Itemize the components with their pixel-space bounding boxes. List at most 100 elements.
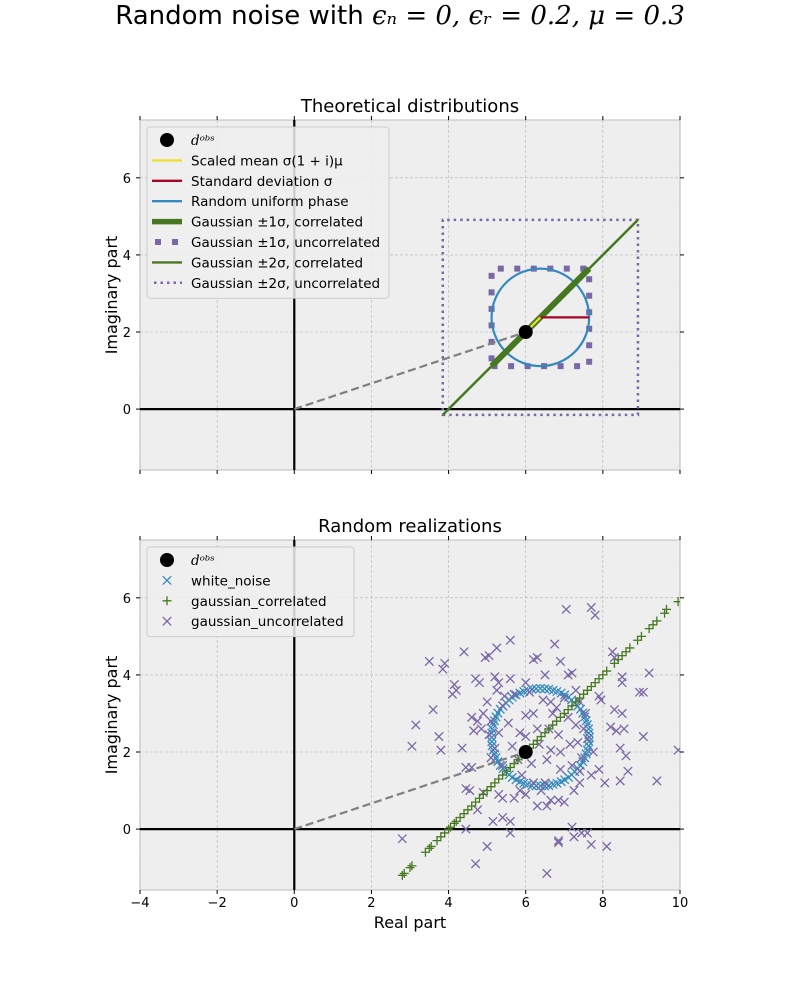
gaussian-uncorrelated-point (486, 716, 496, 726)
gaussian-uncorrelated-point (582, 828, 593, 838)
white-noise-point (539, 781, 550, 791)
gaussian-correlated-point (455, 813, 465, 823)
x-tick-label: 2 (367, 896, 375, 911)
gaussian-uncorrelated-point (673, 745, 680, 755)
gaussian-uncorrelated-point (515, 785, 525, 796)
gaussian-uncorrelated-point (578, 724, 589, 734)
gaussian-uncorrelated-point (482, 697, 492, 707)
x-tick-label: −2 (208, 896, 227, 911)
x-tick-label: 4 (444, 896, 452, 911)
gaussian-correlated-point (555, 712, 565, 722)
gaussian-uncorrelated-point (596, 695, 606, 705)
gaussian-uncorrelated-point (524, 687, 535, 697)
axes-title: Theoretical distributions (300, 96, 519, 117)
gaussian-correlated-point (494, 774, 504, 784)
gaussian-uncorrelated-point (582, 733, 593, 744)
origin-to-dobs-line (293, 750, 527, 831)
gaussian-correlated-point (586, 681, 596, 691)
y-tick-label: 6 (123, 592, 131, 607)
gaussian-uncorrelated-point (407, 741, 417, 751)
gaussian-correlated-point (471, 797, 481, 807)
gaussian-correlated-point (563, 705, 573, 715)
gaussian-uncorrelated-point (565, 739, 575, 749)
legend: dᵒᵇˢ white_noise gaussian_correlatedgaussi… (146, 546, 355, 638)
gaussian-uncorrelated-point (580, 708, 591, 719)
gaussian-correlated-point (486, 782, 496, 792)
legend-label: Random uniform phase (191, 194, 349, 210)
legend-item: dᵒᵇˢ (160, 553, 215, 569)
gaussian-uncorrelated-point (555, 764, 566, 775)
gaussian-uncorrelated-point (440, 658, 450, 669)
gaussian-uncorrelated-point (521, 677, 531, 688)
gaussian-correlated-point (609, 658, 619, 668)
gaussian-uncorrelated-point (615, 743, 625, 753)
gaussian-uncorrelated-point (586, 602, 596, 613)
gaussian-uncorrelated-point (561, 604, 571, 615)
gaussian-uncorrelated-point (478, 708, 488, 719)
gaussian-uncorrelated-point (575, 778, 585, 788)
gaussian-uncorrelated-point (569, 832, 579, 842)
white-noise-point (487, 728, 497, 738)
gaussian-uncorrelated-point (553, 836, 564, 846)
gaussian-uncorrelated-point (505, 816, 515, 827)
gaussian-correlated-point (459, 809, 469, 819)
legend-item: Gaussian ±2σ, correlated (152, 255, 363, 271)
gaussian-uncorrelated-point (499, 691, 510, 701)
white-noise-point (487, 724, 497, 734)
gaussian-uncorrelated-point (652, 776, 662, 786)
gaussian-uncorrelated-point (494, 728, 504, 738)
gaussian-uncorrelated-point (644, 668, 654, 678)
gaussian-uncorrelated-point (465, 785, 475, 796)
gaussian-correlated-point (532, 735, 542, 745)
legend-x-marker-icon (162, 575, 172, 586)
legend-item: Standard deviation σ (152, 174, 333, 190)
legend: dᵒᵇˢ Scaled mean σ(1 + i)μ Standard deviat… (146, 126, 390, 299)
y-tick-label: 2 (123, 326, 131, 341)
gaussian-uncorrelated-point (434, 731, 444, 742)
gaussian-uncorrelated-point (467, 712, 477, 722)
gaussian-correlated-point (482, 786, 492, 796)
y-axis-label: Imaginary part (102, 236, 121, 355)
x-tick-label: 6 (522, 896, 530, 911)
gaussian-uncorrelated-point (555, 656, 566, 667)
gaussian-correlated-point (528, 739, 538, 749)
gaussian-uncorrelated-point (586, 839, 596, 850)
gaussian-uncorrelated-point (515, 728, 525, 738)
gaussian-correlated-point (571, 697, 581, 707)
gaussian-uncorrelated-point (576, 753, 587, 763)
white-noise-point (535, 683, 546, 694)
d-obs-marker (518, 325, 533, 340)
gaussian-uncorrelated-point (567, 822, 577, 832)
y-tick-label: 4 (123, 669, 131, 684)
gaussian-uncorrelated-point (517, 770, 527, 780)
legend-item: gaussian_uncorrelated (162, 614, 344, 630)
gaussian-correlated-point (463, 805, 473, 815)
gaussian-uncorrelated-point (505, 674, 515, 684)
gaussian-correlated-point (559, 708, 569, 718)
gaussian-uncorrelated-point (551, 703, 562, 713)
x-axis-label: Real part (374, 913, 446, 932)
gaussian-correlated-point (594, 674, 604, 684)
legend-plus-marker-icon (162, 596, 172, 606)
legend-item: white_noise (162, 573, 271, 589)
gaussian-correlated-point (648, 620, 658, 630)
gaussian-uncorrelated-point (521, 731, 531, 742)
gaussian-correlated-point (474, 793, 484, 803)
gaussian-correlated-point (621, 647, 631, 657)
white-noise-point (539, 684, 550, 694)
axes-title: Random realizations (318, 516, 502, 537)
gaussian-uncorrelated-point (428, 704, 438, 715)
gaussian-correlated-point (617, 651, 627, 661)
white-noise-point (487, 736, 497, 747)
gaussian-uncorrelated-point (459, 647, 469, 657)
gaussian-uncorrelated-point (449, 679, 460, 690)
gaussian-uncorrelated-point (590, 610, 600, 620)
y-tick-label: 0 (123, 403, 131, 418)
gaussian-uncorrelated-point (600, 778, 610, 788)
gaussian-uncorrelated-point (490, 743, 500, 753)
gaussian-uncorrelated-point (497, 812, 508, 823)
gaussian-uncorrelated-point (486, 753, 496, 763)
gaussian-uncorrelated-point (571, 685, 581, 695)
gaussian-uncorrelated-point (492, 643, 502, 653)
legend-item: gaussian_correlated (162, 594, 327, 610)
